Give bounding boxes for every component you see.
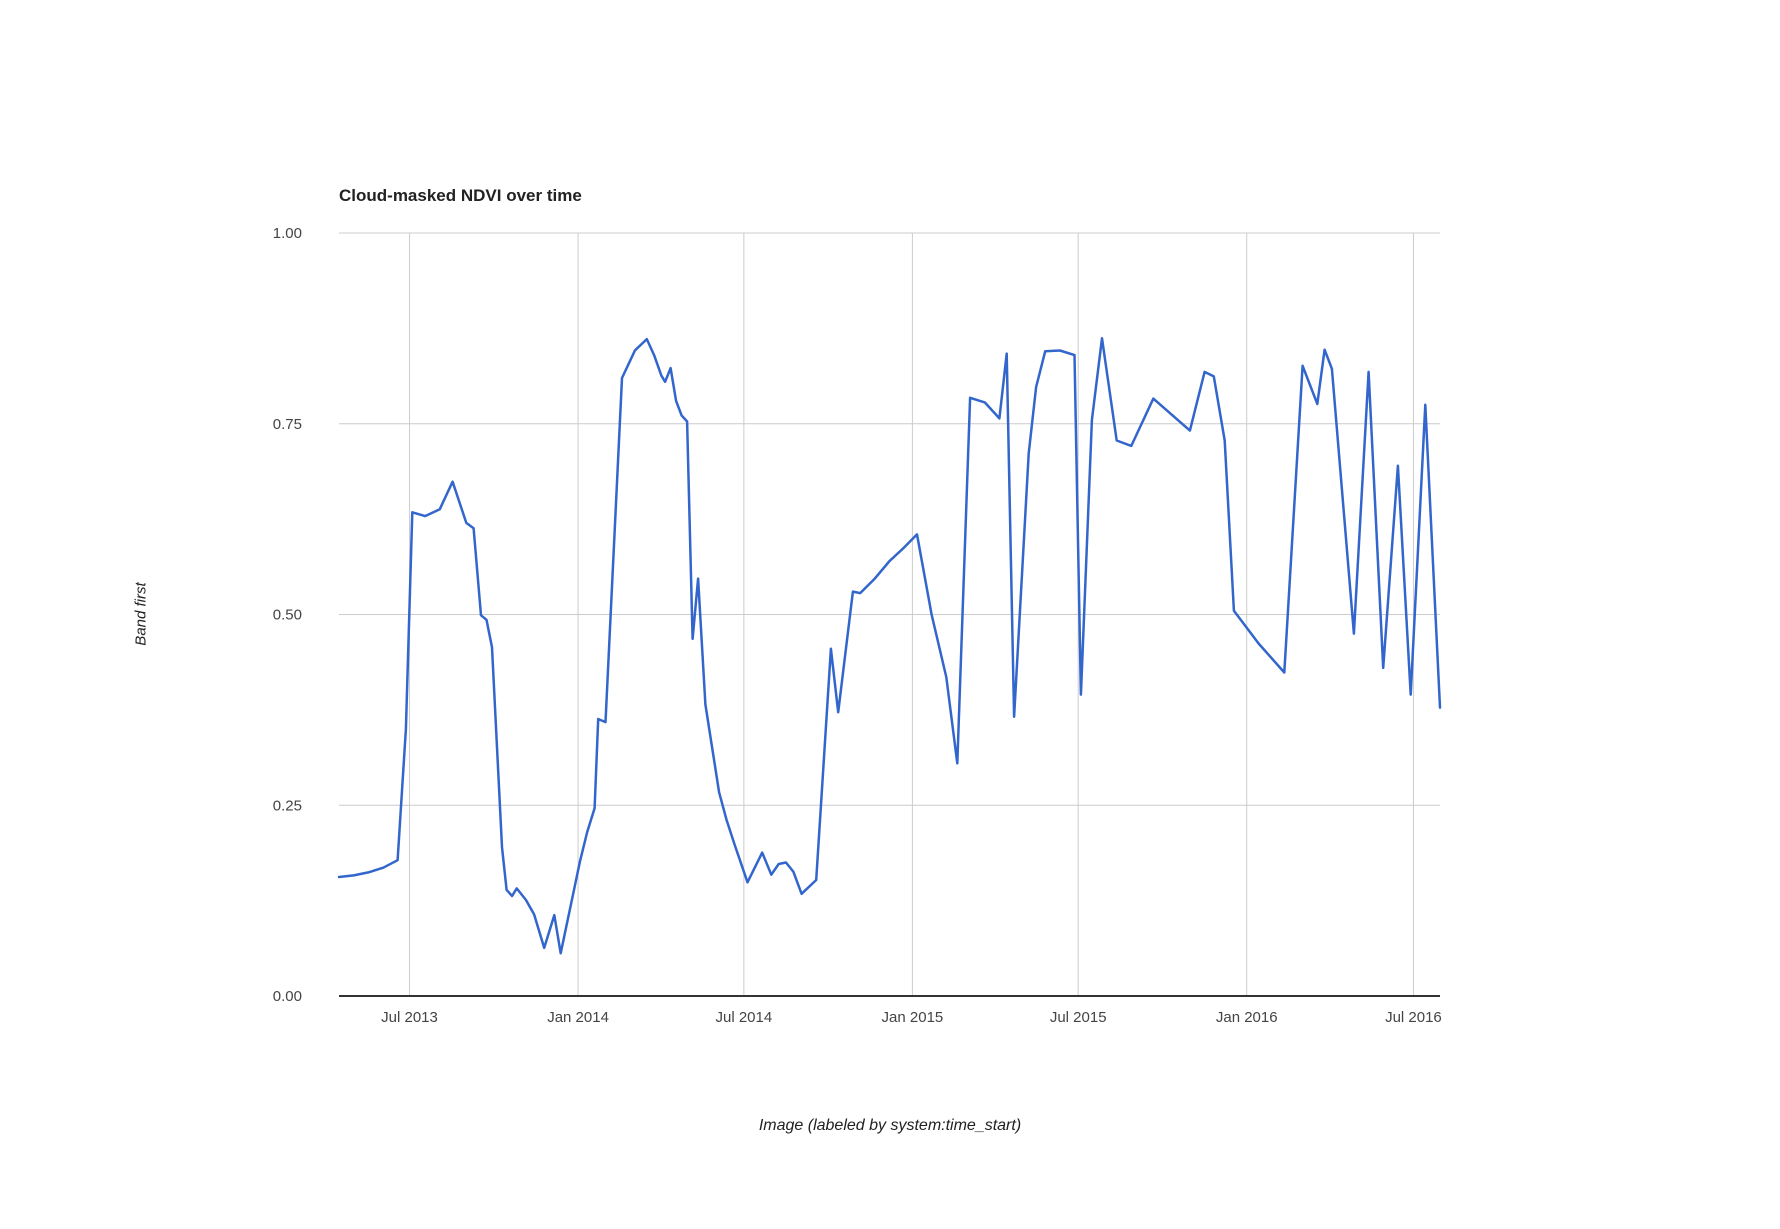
x-tick-label: Jan 2014 xyxy=(547,1009,609,1026)
x-axis-title: Image (labeled by system:time_start) xyxy=(758,1117,1022,1134)
y-tick-label: 0.00 xyxy=(273,988,302,1005)
ndvi-series-line xyxy=(337,337,1442,955)
chart-title: Cloud-masked NDVI over time xyxy=(339,186,582,205)
x-tick-label: Jul 2014 xyxy=(716,1009,773,1026)
y-axis-title: Band first xyxy=(132,582,150,646)
x-tick-label: Jan 2015 xyxy=(882,1009,944,1026)
x-tick-label: Jul 2015 xyxy=(1050,1009,1107,1026)
x-tick-label: Jul 2016 xyxy=(1385,1009,1442,1026)
x-tick-label: Jan 2016 xyxy=(1216,1009,1278,1026)
y-tick-label: 0.75 xyxy=(273,416,302,433)
y-tick-label: 1.00 xyxy=(273,225,302,242)
y-tick-label: 0.25 xyxy=(273,797,302,814)
y-tick-label: 0.50 xyxy=(273,607,302,624)
x-tick-label: Jul 2013 xyxy=(381,1009,438,1026)
